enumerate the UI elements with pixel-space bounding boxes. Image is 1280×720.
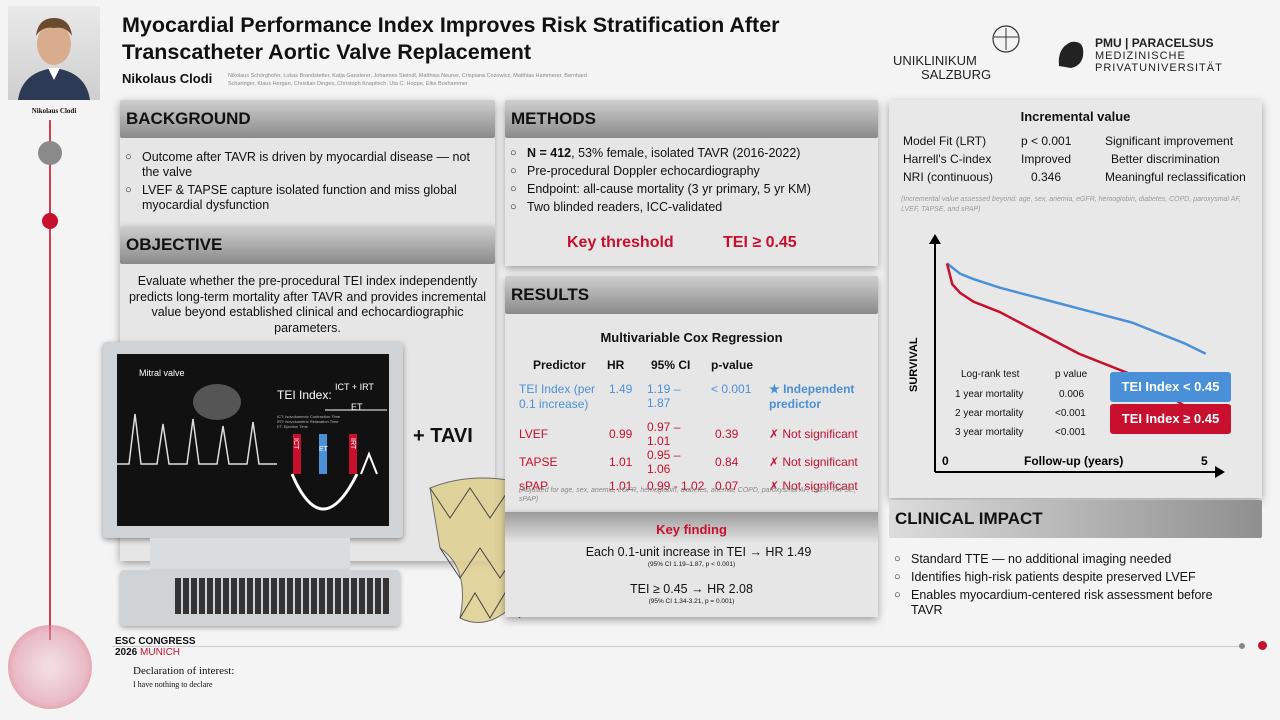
logo-uniklinikum: UNIKLINIKUM SALZBURG bbox=[893, 25, 1033, 82]
list-item: Two blinded readers, ICC-validated bbox=[505, 200, 865, 215]
monitor-stand bbox=[150, 538, 350, 576]
clinical-panel: CLINICAL IMPACT Standard TTE — no additi… bbox=[889, 500, 1262, 620]
tei-legend: ICT: Isovolumetric Contraction Time IRT: … bbox=[277, 414, 341, 429]
background-list: Outcome after TAVR is driven by myocardi… bbox=[120, 150, 475, 213]
table-title: Multivariable Cox Regression bbox=[600, 330, 783, 345]
results-panel: RESULTS Multivariable Cox Regression Pre… bbox=[505, 276, 878, 512]
col-header: 95% CI bbox=[651, 358, 691, 372]
presenter-photo bbox=[8, 6, 100, 100]
keyfinding-panel: Key finding Each 0.1-unit increase in TE… bbox=[505, 512, 878, 617]
objective-header: OBJECTIVE bbox=[120, 226, 495, 264]
x-axis-label: Follow-up (years) bbox=[1024, 454, 1123, 468]
timeline-dot-red[interactable] bbox=[42, 213, 58, 229]
col-header: p-value bbox=[711, 358, 754, 372]
mitral-label: Mitral valve bbox=[139, 368, 185, 378]
keyboard bbox=[120, 570, 400, 626]
globe-icon bbox=[8, 625, 92, 709]
table-row: LVEF 0.99 0.97 – 1.01 0.39 ✗ Not signifi… bbox=[519, 420, 858, 448]
list-item: LVEF & TAPSE capture isolated function a… bbox=[120, 183, 475, 213]
y-axis-label: SURVIVAL bbox=[908, 337, 920, 392]
legend-tei-low: TEI Index < 0.45 bbox=[1110, 372, 1231, 402]
esc-logo: ESC CONGRESS 2026 MUNICH bbox=[115, 636, 196, 658]
results-header: RESULTS bbox=[505, 276, 878, 314]
logo-pmu: PMU | PARACELSUS MEDIZINISCHE PRIVATUNIV… bbox=[1053, 36, 1253, 74]
list-item: N = 412, 53% female, isolated TAVR (2016… bbox=[505, 146, 865, 161]
methods-list: N = 412, 53% female, isolated TAVR (2016… bbox=[505, 146, 865, 215]
table-row: Harrell's C-index Improved Better discrimi… bbox=[903, 152, 1220, 166]
coauthors: Nikolaus Schörghofer, Lukas Brandstetter… bbox=[228, 73, 587, 87]
clinical-list: Standard TTE — no additional imaging nee… bbox=[889, 552, 1239, 618]
list-item: Standard TTE — no additional imaging nee… bbox=[889, 552, 1239, 567]
keyfinding-sub2: (95% CI 1.34-3.21, p = 0.001) bbox=[648, 598, 735, 605]
echo-screen: Mitral valve TEI Index: ICT + IRT ET ICT… bbox=[117, 354, 389, 526]
vitruvian-icon bbox=[992, 25, 1020, 53]
clinical-header: CLINICAL IMPACT bbox=[889, 500, 1262, 538]
presenter-name: Nikolaus Clodi bbox=[31, 107, 77, 115]
table-row: NRI (continuous) 0.346 Meaningful reclassi… bbox=[903, 170, 1246, 184]
main-author: Nikolaus Clodi bbox=[122, 71, 213, 86]
list-item: Pre-procedural Doppler echocardiography bbox=[505, 164, 865, 179]
person-icon bbox=[18, 18, 90, 100]
formula-num: ICT + IRT bbox=[335, 382, 374, 392]
declaration-text: I have nothing to declare bbox=[133, 680, 213, 689]
doppler-waveform-icon bbox=[117, 384, 387, 511]
km-chart: SURVIVAL Follow-up (years) 0 5 bbox=[908, 234, 1225, 478]
ict-label: ICT bbox=[292, 438, 299, 450]
et-label: ET bbox=[319, 446, 328, 453]
nav-dot-grey[interactable] bbox=[1239, 643, 1245, 649]
table-row: TEI Index (per 0.1 increase) 1.49 1.19 –… bbox=[519, 382, 855, 411]
km-series-tei-low bbox=[946, 262, 1207, 355]
keyfinding-title: Key finding bbox=[656, 522, 727, 537]
list-item: Identifies high-risk patients despite pr… bbox=[889, 570, 1239, 585]
adjusted-note: (Adjusted for age, sex, anemia, eGFR, he… bbox=[519, 487, 856, 503]
table-row: Model Fit (LRT) p < 0.001 Significant impr… bbox=[903, 134, 1234, 148]
echo-monitor: Mitral valve TEI Index: ICT + IRT ET ICT… bbox=[103, 342, 403, 538]
list-item: Enables myocardium-centered risk assessm… bbox=[889, 588, 1239, 618]
incremental-note: (Incremental value assessed beyond: age,… bbox=[901, 196, 1241, 213]
table-row: sPAP 1.01 0.99 - 1.02 0.07 ✗ Not signifi… bbox=[519, 479, 858, 493]
paracelsus-icon bbox=[1058, 41, 1084, 68]
formula-den: ET bbox=[351, 402, 363, 412]
nav-dot-red[interactable] bbox=[1258, 641, 1267, 650]
km-axes bbox=[929, 234, 1225, 478]
declaration-title: Declaration of interest: bbox=[133, 665, 235, 677]
cox-table: Predictor HR 95% CI p-value bbox=[519, 352, 869, 378]
col-header: HR bbox=[607, 358, 625, 372]
cox-table-body: TEI Index (per 0.1 increase) 1.49 1.19 –… bbox=[519, 382, 869, 496]
footer-divider bbox=[112, 646, 1240, 647]
keyfinding-sub1: (95% CI 1.19–1.87, p < 0.001) bbox=[647, 561, 736, 568]
keyfinding-line2: TEI ≥ 0.45 → HR 2.08 bbox=[630, 582, 753, 596]
irt-label: IRT bbox=[349, 438, 356, 450]
objective-text: Evaluate whether the pre-procedural TEI … bbox=[128, 274, 487, 335]
incremental-table: Model Fit (LRT) p < 0.001 Significant impr… bbox=[903, 132, 1255, 186]
list-item: Endpoint: all-cause mortality (3 yr prim… bbox=[505, 182, 865, 197]
tei-label: TEI Index: bbox=[277, 388, 332, 402]
timeline-dot-grey[interactable] bbox=[38, 141, 62, 165]
timeline-line bbox=[49, 120, 51, 640]
keyfinding-line1: Each 0.1-unit increase in TEI → HR 1.49 bbox=[585, 545, 812, 559]
incremental-panel: Incremental value Model Fit (LRT) p < 0.0… bbox=[889, 100, 1262, 498]
table-row: TAPSE 1.01 0.95 – 1.06 0.84 ✗ Not signif… bbox=[519, 448, 858, 476]
tavi-label: + TAVI bbox=[413, 425, 473, 447]
x-tick-5: 5 bbox=[1201, 454, 1208, 468]
methods-panel: METHODS N = 412, 53% female, isolated TA… bbox=[505, 100, 878, 266]
poster-title: Myocardial Performance Index Improves Ri… bbox=[122, 13, 780, 64]
incremental-title: Incremental value bbox=[1020, 109, 1131, 124]
x-tick-0: 0 bbox=[942, 454, 949, 468]
key-threshold-value: TEI ≥ 0.45 bbox=[723, 234, 797, 251]
legend-tei-high: TEI Index ≥ 0.45 bbox=[1110, 404, 1231, 434]
methods-header: METHODS bbox=[505, 100, 878, 138]
key-threshold-label: Key threshold bbox=[567, 234, 674, 251]
list-item: Outcome after TAVR is driven by myocardi… bbox=[120, 150, 475, 180]
background-header: BACKGROUND bbox=[120, 100, 495, 138]
background-panel: BACKGROUND Outcome after TAVR is driven … bbox=[120, 100, 495, 226]
col-header: Predictor bbox=[533, 358, 586, 372]
logrank-table: Log-rank test p value 1 year mortality 0.0… bbox=[955, 369, 1088, 438]
